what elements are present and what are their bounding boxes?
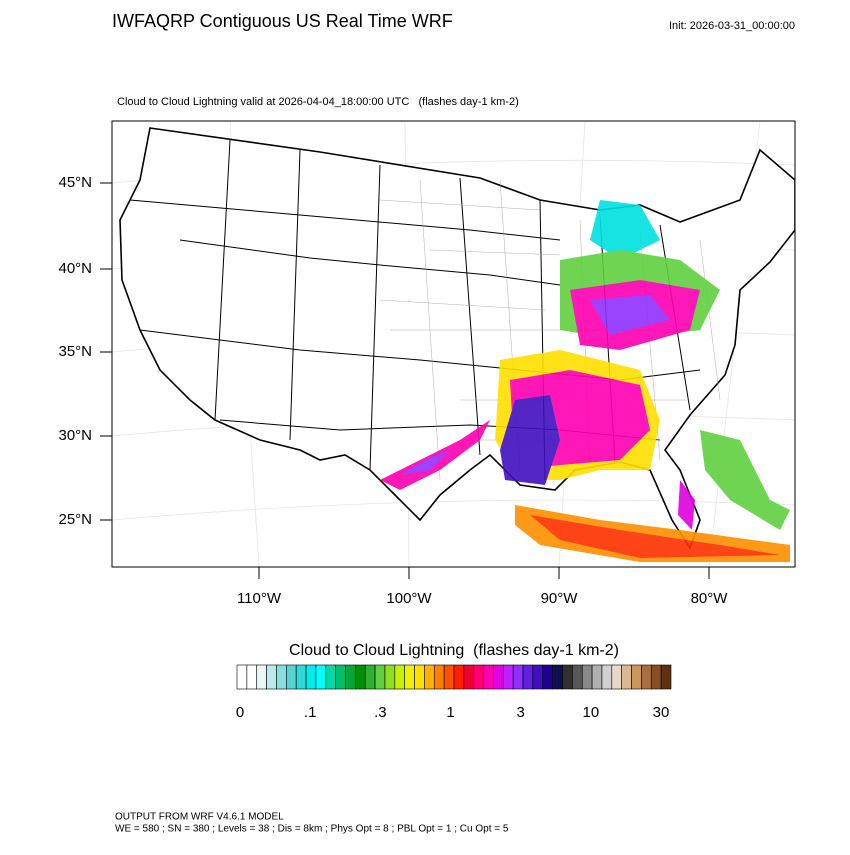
lat-label: 45°N [58, 174, 92, 191]
colorbar-box [266, 664, 277, 690]
lon-label: 80°W [691, 590, 729, 607]
colorbar-box [443, 664, 455, 690]
colorbar-box [325, 664, 336, 690]
colorbar-label: .3 [374, 704, 387, 721]
lon-labels: 110°W 100°W 90°W 80°W [237, 567, 728, 607]
colorbar-box [562, 664, 573, 690]
lon-label: 110°W [237, 590, 282, 607]
colorbar-label: .1 [304, 704, 317, 721]
lon-label: 100°W [386, 590, 432, 607]
colorbar-box [483, 664, 494, 690]
lon-label: 90°W [541, 590, 579, 607]
colorbar-box [295, 664, 307, 690]
lat-label: 25°N [58, 511, 92, 528]
colorbar-box [611, 664, 622, 690]
colorbar-label: 10 [582, 704, 599, 721]
init-time: Init: 2026-03-31_00:00:00 [669, 20, 795, 32]
colorbar-box [591, 664, 603, 690]
colorbar-box [335, 664, 346, 690]
colorbar-box [246, 664, 258, 690]
colorbar-box [345, 664, 356, 690]
colorbar-box [463, 664, 475, 690]
colorbar-label: 30 [653, 704, 670, 721]
map [111, 120, 796, 568]
lightning-field [380, 200, 790, 562]
colorbar-box [364, 664, 376, 690]
colorbar-box [236, 664, 248, 690]
colorbar-box [522, 664, 534, 690]
colorbar-box [631, 664, 642, 690]
colorbar-box [433, 664, 445, 690]
colorbar-box [384, 664, 396, 690]
colorbar-box [512, 664, 524, 690]
footer-line: OUTPUT FROM WRF V4.6.1 MODEL [115, 812, 284, 823]
footer-line: WE = 580 ; SN = 380 ; Levels = 38 ; Dis … [115, 824, 509, 835]
colorbar-box [503, 664, 514, 690]
colorbar-label: 0 [236, 704, 244, 721]
title: IWFAQRP Contiguous US Real Time WRF [112, 11, 453, 31]
colorbar-box [493, 664, 504, 690]
colorbar-box [650, 664, 662, 690]
colorbar-box [621, 664, 632, 690]
colorbar-box [552, 664, 563, 690]
colorbar-box [581, 664, 593, 690]
colorbar-box [276, 664, 287, 690]
colorbar-box [453, 664, 465, 690]
colorbar-box [424, 664, 435, 690]
colorbar-box [256, 664, 267, 690]
colorbar-label: 3 [516, 704, 524, 721]
colorbar-box [542, 664, 553, 690]
lat-labels: 45°N 40°N 35°N 30°N 25°N [58, 174, 112, 528]
colorbar-box [641, 664, 652, 690]
lat-label: 30°N [58, 427, 92, 444]
colorbar-box [404, 664, 415, 690]
colorbar-box [414, 664, 425, 690]
colorbar-box [532, 664, 544, 690]
colorbar-box [660, 664, 672, 690]
colorbar-box [473, 664, 484, 690]
colorbar-box [355, 664, 366, 690]
colorbar-box [286, 664, 297, 690]
lat-label: 35°N [58, 343, 92, 360]
subtitle: Cloud to Cloud Lightning valid at 2026-0… [117, 96, 519, 108]
colorbar: 0 .1 .3 1 3 10 30 [236, 664, 672, 721]
lat-label: 40°N [58, 260, 92, 277]
colorbar-title: Cloud to Cloud Lightning (flashes day-1 … [289, 642, 619, 659]
colorbar-box [601, 664, 613, 690]
colorbar-label: 1 [446, 704, 454, 721]
colorbar-box [305, 664, 317, 690]
colorbar-box [374, 664, 386, 690]
colorbar-box [315, 664, 327, 690]
colorbar-box [572, 664, 583, 690]
colorbar-box [394, 664, 405, 690]
